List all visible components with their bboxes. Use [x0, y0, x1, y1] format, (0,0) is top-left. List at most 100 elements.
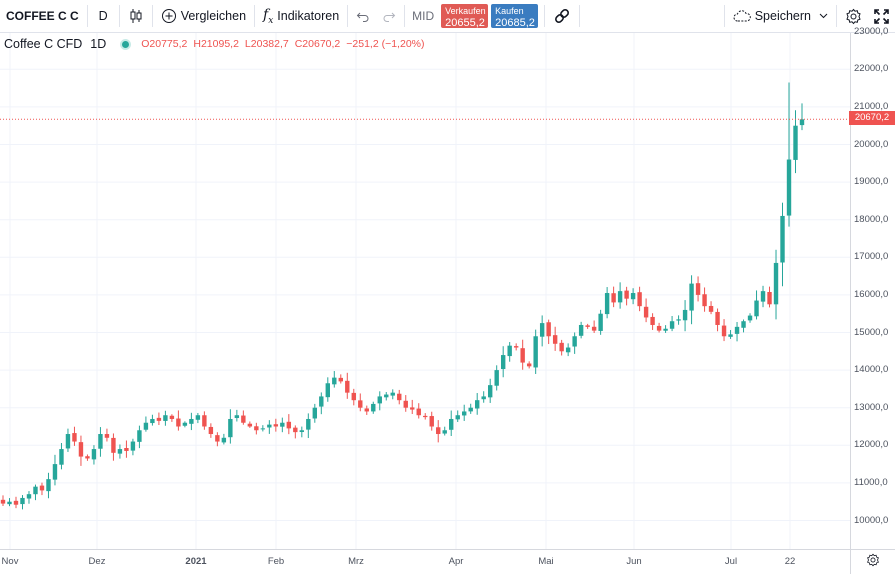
candle-body [182, 422, 188, 426]
candle-body [604, 293, 610, 315]
time-tick-label: Mai [538, 556, 554, 567]
time-tick-label: Jun [626, 556, 642, 567]
sell-button[interactable]: Verkaufen 20655,2 [441, 4, 489, 29]
series-legend: Coffee C CFD 1D O20775,2 H21095,2 L20382… [4, 37, 425, 51]
interval-label: D [98, 9, 108, 23]
candle-body [390, 392, 395, 396]
candle-body [539, 323, 545, 337]
candle-body [111, 437, 116, 453]
candle-body [462, 411, 467, 416]
redo-button[interactable] [376, 0, 402, 33]
candle-body [397, 393, 402, 401]
candle-body [59, 449, 64, 465]
fullscreen-button[interactable] [868, 0, 895, 33]
candle-body [117, 449, 123, 454]
share-link-button[interactable] [547, 0, 577, 33]
price-chart[interactable] [0, 33, 850, 549]
candle-body [202, 415, 207, 427]
price-tick-label: 20000,0 [854, 138, 889, 150]
gear-icon [845, 8, 862, 25]
chart-type-button[interactable] [122, 0, 150, 33]
indicators-button[interactable]: fx Indikatoren [257, 0, 345, 33]
time-tick-label: Apr [448, 556, 464, 567]
candle-body [533, 336, 538, 368]
price-tick-label: 22000,0 [854, 63, 889, 75]
candles-icon [128, 8, 144, 24]
candle-body [124, 448, 129, 451]
price-tick-label: 16000,0 [854, 288, 889, 300]
candle-body [676, 319, 681, 321]
candle-body [695, 283, 701, 295]
candle-body [715, 311, 720, 325]
candle-body [254, 426, 259, 431]
candle-body [429, 416, 434, 427]
candle-body [273, 424, 279, 427]
divider [151, 5, 153, 27]
candle-body [481, 396, 486, 400]
symbol-search[interactable]: COFFEE C C [6, 9, 79, 23]
candle-body [494, 370, 499, 386]
interval-button[interactable]: D [90, 0, 117, 33]
divider [254, 5, 256, 27]
price-type-label: MID [412, 9, 435, 23]
divider [347, 5, 349, 27]
price-tick-label: 14000,0 [854, 364, 889, 376]
candle-body [0, 499, 6, 504]
candle-body [20, 497, 25, 505]
price-tick-label: 19000,0 [854, 176, 889, 188]
candle-body [663, 328, 668, 331]
candle-body [293, 427, 298, 433]
candle-body [338, 377, 343, 382]
save-button[interactable]: Speichern [727, 0, 834, 33]
price-type-button[interactable]: MID [407, 0, 438, 33]
candle-body [526, 363, 532, 367]
chevron-down-icon [819, 13, 828, 19]
candle-body [247, 423, 253, 427]
candle-body [286, 421, 292, 429]
candle-body [130, 441, 136, 451]
candle-body [52, 464, 58, 480]
sell-label: Verkaufen [445, 6, 486, 16]
axis-settings-button[interactable] [850, 549, 895, 574]
candle-body [546, 322, 551, 337]
candle-body [150, 418, 155, 424]
candle-body [46, 479, 51, 492]
last-price-label: 20670,2 [849, 111, 895, 125]
candle-body [410, 407, 415, 410]
compare-button[interactable]: Vergleichen [155, 0, 252, 33]
candle-body [416, 408, 421, 416]
candle-body [585, 325, 590, 327]
price-axis[interactable] [850, 33, 895, 549]
legend-low: L20382,7 [244, 38, 289, 50]
market-status-dot [120, 38, 132, 50]
candle-body [611, 293, 616, 303]
candle-body [195, 415, 201, 420]
divider [86, 5, 88, 27]
candle-body [559, 342, 564, 352]
candle-body [513, 346, 519, 348]
compare-label: Vergleichen [180, 9, 247, 23]
top-toolbar: COFFEE C C D Vergleichen fx Indikatoren … [0, 0, 895, 33]
candle-body [449, 418, 454, 430]
divider [579, 5, 581, 27]
buy-button[interactable]: Kaufen 20685,2 [491, 4, 539, 29]
undo-button[interactable] [350, 0, 376, 33]
legend-open: O20775,2 [141, 38, 188, 50]
candle-body [708, 305, 714, 312]
candle-body [137, 430, 142, 442]
candle-body [572, 336, 577, 347]
candle-body [332, 377, 337, 385]
candle-body [325, 383, 330, 398]
time-axis[interactable] [0, 549, 850, 574]
price-tick-label: 11000,0 [854, 476, 888, 488]
candle-body [436, 427, 441, 435]
time-tick-label: Jul [724, 556, 738, 567]
sell-price: 20655,2 [445, 17, 485, 29]
settings-button[interactable] [839, 0, 868, 33]
divider [404, 5, 406, 27]
candle-body [364, 408, 369, 412]
candle-body [656, 325, 662, 331]
candle-body [260, 428, 266, 430]
candle-body [189, 418, 194, 424]
candle-body [215, 435, 220, 442]
